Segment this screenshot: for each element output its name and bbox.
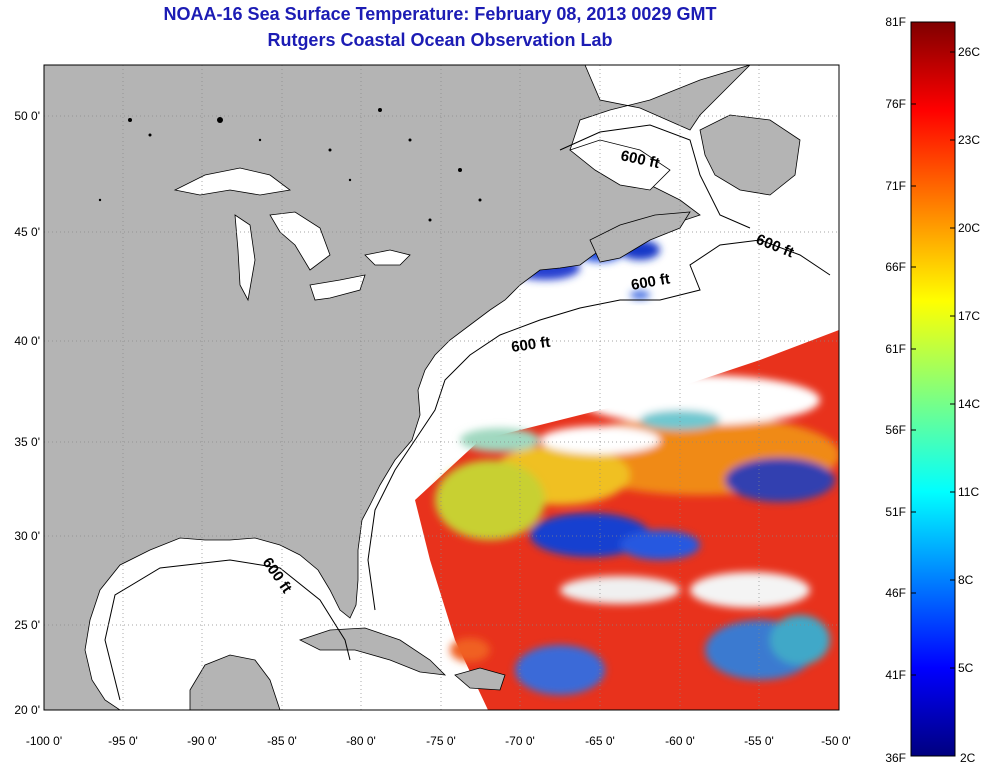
hispaniola-land (454, 667, 506, 691)
sst-swath (415, 330, 839, 710)
depth-contour-600ft-north (559, 124, 751, 229)
lon-tick-label: -90 0' (187, 734, 217, 748)
plot-frame (43, 64, 840, 711)
inland-lakes (98, 108, 482, 222)
colorbar-label-f: 71F (885, 179, 906, 193)
graticule (44, 65, 839, 710)
st-lawrence-water (569, 139, 671, 191)
colorbar-label-c: 2C (960, 751, 976, 765)
colorbar-label-c: 26C (958, 45, 980, 59)
great-lakes (173, 167, 411, 302)
lon-tick-label: -70 0' (505, 734, 535, 748)
lat-tick-label: 50 0' (14, 109, 40, 123)
lat-tick-label: 35 0' (14, 435, 40, 449)
lon-tick-label: -95 0' (108, 734, 138, 748)
colorbar: 81F 76F 71F 66F 61F 56F 51F 46F 41F 36F … (885, 15, 980, 765)
latitude-axis: 50 0' 45 0' 40 0' 35 0' 30 0' 25 0' 20 0… (14, 109, 40, 717)
colorbar-label-c: 17C (958, 309, 980, 323)
longitude-axis: -100 0' -95 0' -90 0' -85 0' -80 0' -75 … (26, 734, 851, 748)
lat-tick-label: 30 0' (14, 529, 40, 543)
lon-tick-label: -50 0' (821, 734, 851, 748)
colorbar-label-c: 8C (958, 573, 974, 587)
colorbar-label-f: 41F (885, 668, 906, 682)
lon-tick-label: -100 0' (26, 734, 62, 748)
colorbar-gradient (910, 21, 956, 757)
north-america-land (44, 65, 751, 710)
colorbar-label-f: 36F (885, 751, 906, 765)
lat-tick-label: 25 0' (14, 618, 40, 632)
map-title: NOAA-16 Sea Surface Temperature: Februar… (163, 4, 717, 24)
cuba-land (298, 627, 447, 676)
lon-tick-label: -65 0' (585, 734, 615, 748)
colorbar-label-f: 76F (885, 97, 906, 111)
colorbar-label-c: 23C (958, 133, 980, 147)
lat-tick-label: 45 0' (14, 225, 40, 239)
newfoundland-land (699, 114, 801, 196)
colorbar-label-f: 51F (885, 505, 906, 519)
lon-tick-label: -55 0' (744, 734, 774, 748)
map-plot-area (44, 65, 839, 710)
colorbar-label-f: 81F (885, 15, 906, 29)
lon-tick-label: -75 0' (426, 734, 456, 748)
colorbar-label-f: 56F (885, 423, 906, 437)
lat-tick-label: 40 0' (14, 334, 40, 348)
lat-tick-label: 20 0' (14, 703, 40, 717)
colorbar-label-c: 5C (958, 661, 974, 675)
colorbar-label-f: 61F (885, 342, 906, 356)
contour-label-600ft: 600 ft (630, 270, 672, 294)
colorbar-label-f: 46F (885, 586, 906, 600)
nova-scotia-land (589, 211, 691, 263)
contour-label-600ft: 600 ft (510, 334, 551, 356)
map-subtitle: Rutgers Coastal Ocean Observation Lab (267, 30, 613, 50)
lon-tick-label: -80 0' (346, 734, 376, 748)
colorbar-label-c: 20C (958, 221, 980, 235)
colorbar-label-c: 11C (958, 485, 979, 499)
lon-tick-label: -60 0' (665, 734, 695, 748)
lon-tick-label: -85 0' (267, 734, 297, 748)
yucatan-land (189, 654, 281, 710)
colorbar-label-c: 14C (958, 397, 980, 411)
colorbar-label-f: 66F (885, 260, 906, 274)
